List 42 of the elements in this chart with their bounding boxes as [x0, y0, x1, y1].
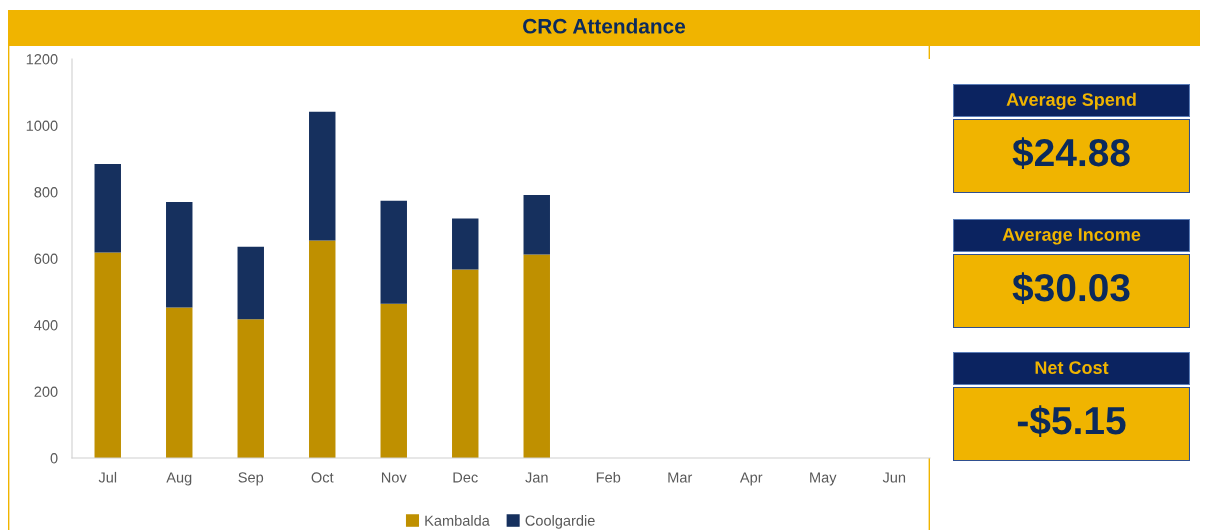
text: $24.88	[1012, 137, 1130, 169]
x-tick-label: Dec	[453, 472, 478, 483]
x-tick-label: Jun	[882, 472, 906, 483]
bar	[166, 307, 193, 458]
bar	[309, 111, 336, 241]
bar	[452, 269, 479, 458]
x-tick-label: Feb	[596, 471, 621, 483]
text: Average Income	[1002, 228, 1141, 245]
legend-label: Kambalda	[425, 515, 490, 526]
x-tick-label: Mar	[668, 472, 693, 483]
bar	[309, 240, 336, 458]
text: Average Spend	[1006, 92, 1136, 110]
x-tick-label: Apr	[739, 472, 763, 486]
text: $30.03	[1012, 272, 1130, 304]
x-tick-label: Oct	[311, 472, 334, 483]
y-tick-label: 400	[34, 320, 58, 331]
chart-title: CRC Attendance	[523, 18, 686, 34]
y-tick-label: 800	[34, 187, 58, 198]
y-tick-label: 600	[34, 253, 58, 264]
text: Net Cost	[1035, 361, 1109, 375]
x-tick-label: Aug	[166, 472, 192, 486]
y-tick-label: 200	[34, 386, 58, 397]
bar	[380, 303, 407, 458]
text: -$5.15	[1017, 405, 1126, 437]
bar	[166, 201, 193, 308]
bar	[523, 254, 550, 458]
x-tick-label: Sep	[238, 472, 264, 486]
bar	[237, 319, 264, 458]
bar	[523, 194, 550, 255]
x-tick-label: Jan	[525, 472, 548, 483]
bar	[94, 252, 121, 458]
bar	[94, 164, 121, 253]
bar	[452, 218, 479, 270]
legend-label: Coolgardie	[525, 515, 595, 529]
x-tick-label: Nov	[381, 472, 407, 483]
y-tick-label: 1200	[26, 54, 58, 65]
x-tick-label: Jul	[98, 471, 117, 483]
bar	[237, 246, 264, 320]
x-tick-label: May	[810, 472, 837, 486]
y-tick-label: 1000	[26, 120, 58, 131]
bar	[380, 200, 407, 304]
y-tick-label: 0	[50, 453, 58, 464]
